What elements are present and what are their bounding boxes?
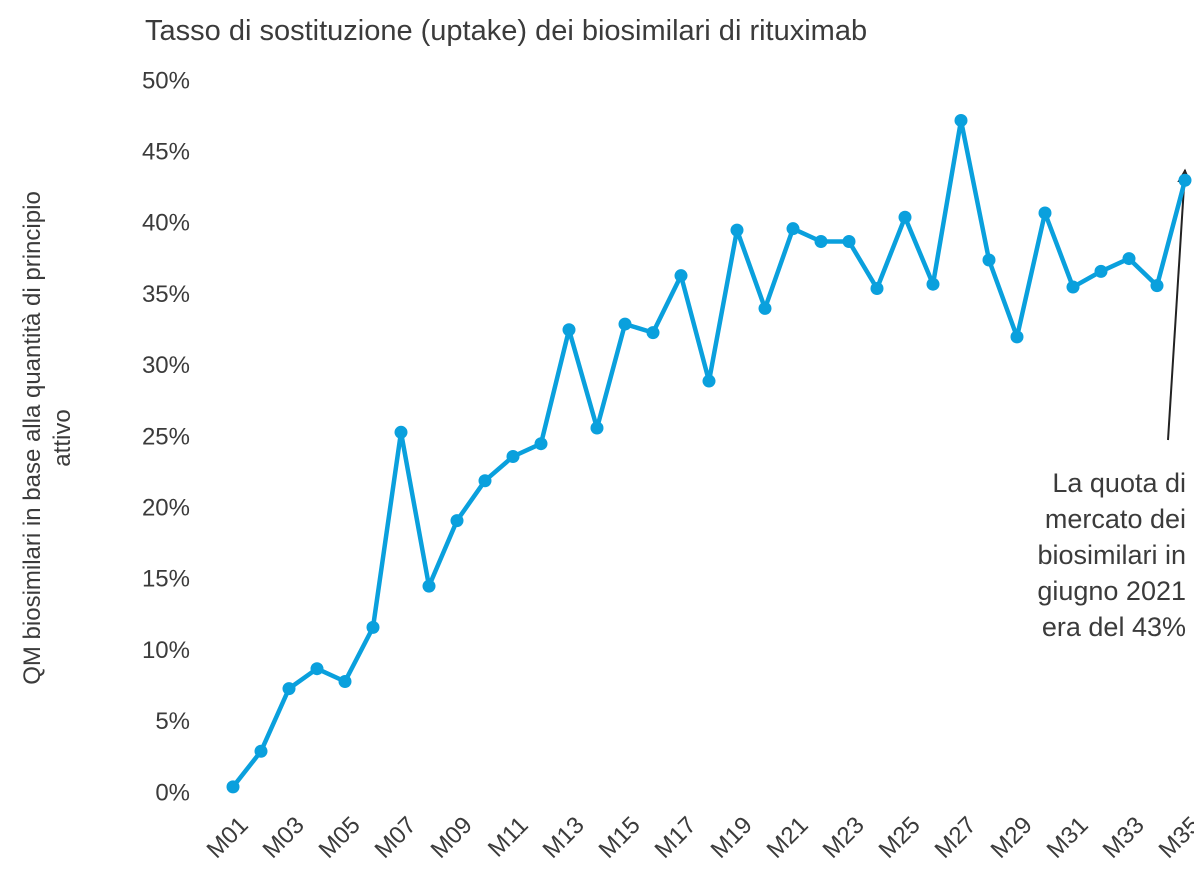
data-point (1010, 330, 1024, 344)
y-tick-label: 5% (155, 708, 190, 735)
y-tick-label: 30% (142, 352, 190, 379)
annotation-arrow (1167, 168, 1192, 441)
x-tick-label: M01 (202, 812, 254, 864)
x-tick-label: M11 (483, 812, 534, 863)
data-point (506, 450, 520, 464)
x-tick-label: M05 (314, 812, 366, 864)
data-point (254, 744, 268, 758)
data-point (954, 113, 968, 127)
y-tick-label: 10% (142, 637, 190, 664)
x-tick-label: M29 (986, 812, 1038, 864)
data-point (646, 326, 660, 340)
x-tick-label: M21 (762, 812, 814, 864)
annotation-line: mercato dei (1045, 504, 1186, 534)
y-tick-label: 20% (142, 495, 190, 522)
data-point (1150, 279, 1164, 293)
data-point (1094, 264, 1108, 278)
y-tick-label: 15% (142, 566, 190, 593)
data-point (926, 277, 940, 291)
annotation-line: La quota di (1052, 468, 1186, 498)
x-tick-label: M35 (1154, 812, 1194, 864)
x-tick-label: M13 (538, 812, 590, 864)
data-point (618, 317, 632, 331)
y-axis-label: QM biosimilari in base alla quantità di … (19, 191, 76, 685)
data-point (814, 234, 828, 248)
x-tick-label: M19 (706, 812, 758, 864)
data-point (786, 222, 800, 236)
y-tick-label: 25% (142, 423, 190, 450)
data-point (1178, 173, 1192, 187)
annotation: La quota di mercato dei biosimilari in giug… (1037, 468, 1186, 642)
x-tick-label: M31 (1042, 812, 1094, 864)
x-tick-label: M33 (1098, 812, 1150, 864)
y-axis-label-line: attivo (49, 409, 76, 466)
y-axis-label-line: QM biosimilari in base alla quantità di … (19, 191, 46, 685)
data-point (1122, 252, 1136, 266)
data-point (310, 662, 324, 676)
y-tick-label: 50% (142, 67, 190, 94)
annotation-line: giugno 2021 (1037, 576, 1186, 606)
data-point (226, 780, 240, 794)
data-point (394, 425, 408, 439)
data-point (898, 210, 912, 224)
x-tick-label: M09 (426, 812, 478, 864)
data-point (366, 620, 380, 634)
data-point (758, 301, 772, 315)
x-tick-label: M27 (930, 812, 982, 864)
data-point (534, 437, 548, 451)
data-point (730, 223, 744, 237)
data-point (1066, 280, 1080, 294)
annotation-line: biosimilari in (1037, 540, 1186, 570)
data-point (702, 374, 716, 388)
data-point (450, 514, 464, 528)
x-tick-label: M23 (818, 812, 870, 864)
data-point (842, 234, 856, 248)
series-line (231, 118, 1188, 789)
data-point (338, 675, 352, 689)
x-tick-label: M03 (258, 812, 310, 864)
data-point (422, 579, 436, 593)
data-point (478, 474, 492, 488)
x-tick-label: M07 (370, 812, 422, 864)
data-point (562, 323, 576, 337)
data-point (1038, 206, 1052, 220)
y-tick-label: 45% (142, 139, 190, 166)
data-point (870, 281, 884, 295)
data-point (590, 421, 604, 435)
data-point (982, 253, 996, 267)
x-tick-label: M17 (650, 812, 702, 864)
data-point (674, 269, 688, 283)
y-tick-label: 35% (142, 281, 190, 308)
x-tick-label: M15 (594, 812, 646, 864)
data-point (282, 682, 296, 696)
y-tick-label: 40% (142, 210, 190, 237)
annotation-line: era del 43% (1042, 612, 1186, 642)
y-tick-label: 0% (155, 779, 190, 806)
chart-title: Tasso di sostituzione (uptake) dei biosi… (145, 15, 867, 47)
x-tick-label: M25 (874, 812, 926, 864)
